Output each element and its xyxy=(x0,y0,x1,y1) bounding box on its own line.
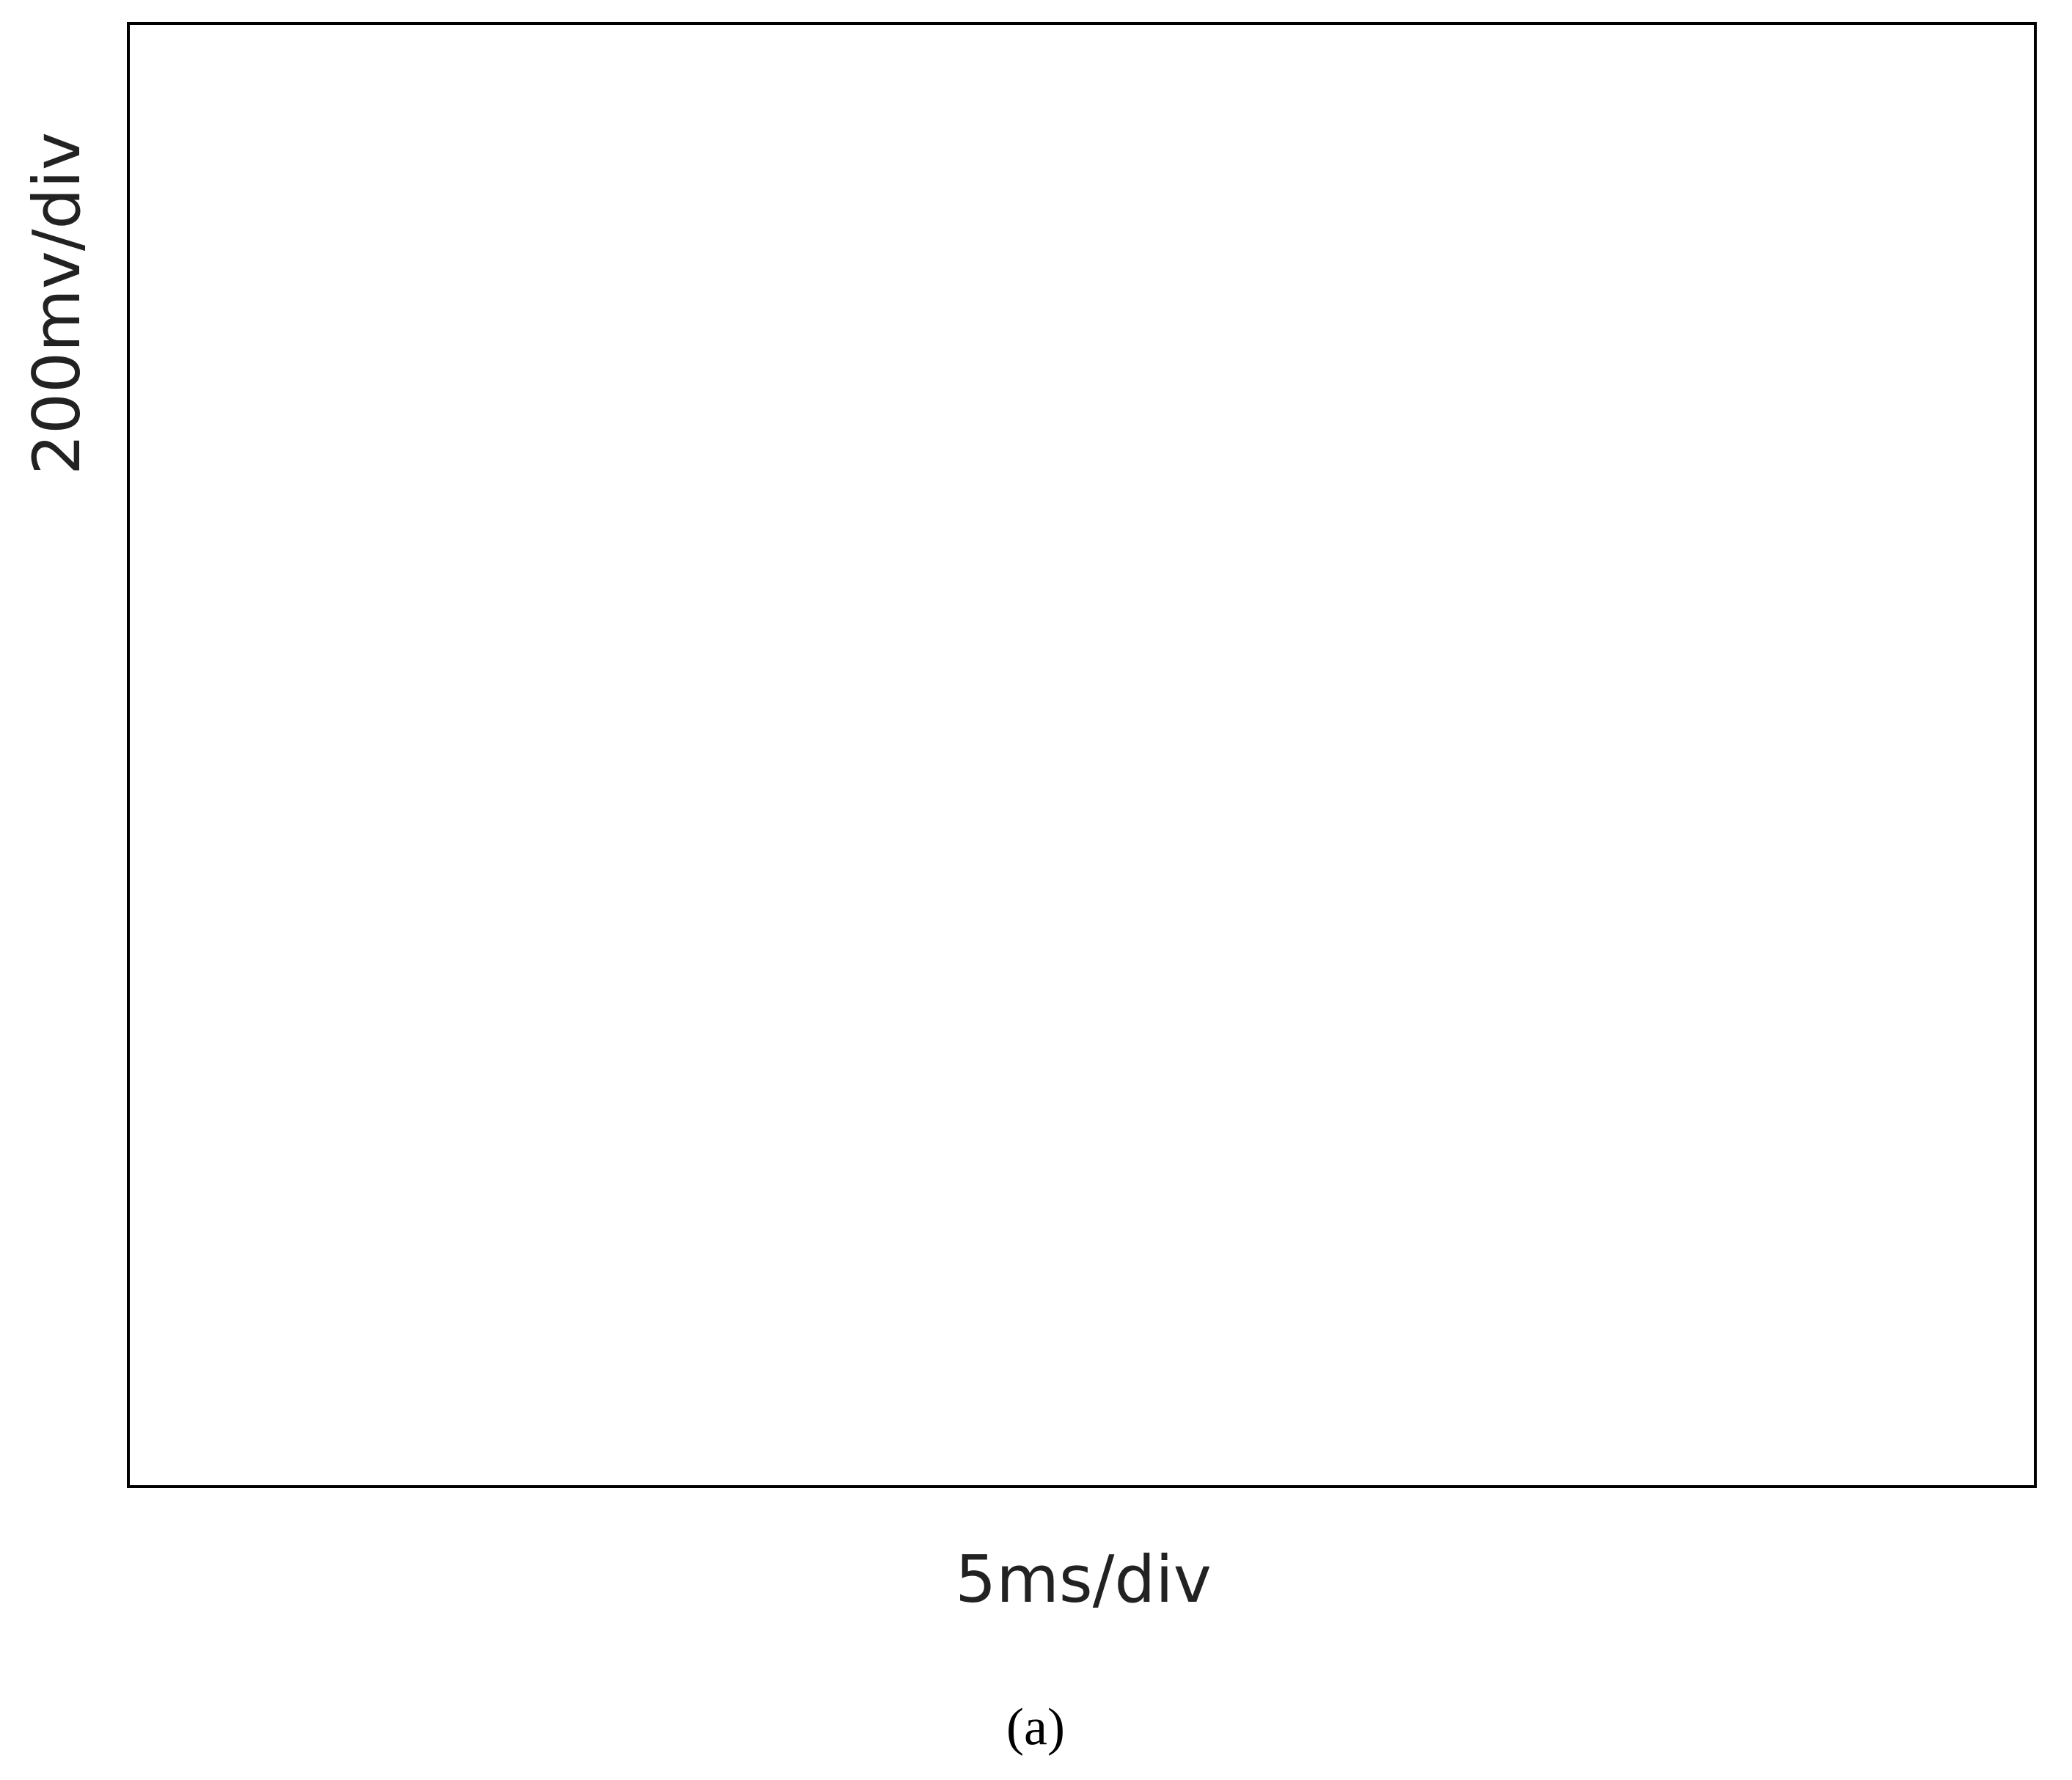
plot-frame xyxy=(127,22,2037,1488)
x-axis-label: 5ms/div xyxy=(955,1542,1212,1617)
y-axis-label: 200mv/div xyxy=(19,132,95,475)
caption: (a) xyxy=(1006,1698,1065,1757)
